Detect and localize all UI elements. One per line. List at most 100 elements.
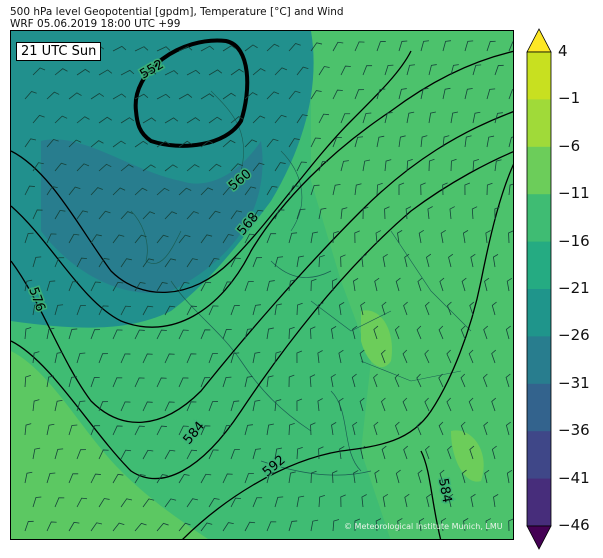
wind-barb xyxy=(381,301,387,316)
colorbar-tick-label: −6 xyxy=(558,136,581,155)
wind-barb xyxy=(296,255,304,268)
wind-barb xyxy=(222,376,232,388)
wind-barb xyxy=(296,446,303,460)
colorbar-segment xyxy=(527,194,551,243)
wind-barb xyxy=(32,399,40,412)
wind-barb xyxy=(120,401,131,412)
wind-barb xyxy=(486,135,495,148)
wind-barb xyxy=(403,301,408,316)
wind-barb xyxy=(330,373,336,388)
contour-label: 584 xyxy=(435,477,454,504)
wind-barb xyxy=(468,349,474,364)
wind-barb xyxy=(76,305,86,316)
wind-barb xyxy=(120,305,132,316)
wind-barb xyxy=(252,162,265,172)
wind-barb xyxy=(142,401,153,412)
wind-barb xyxy=(442,135,450,148)
wind-barb xyxy=(230,352,240,364)
wind-barb xyxy=(338,349,344,364)
wind-barb xyxy=(506,469,513,484)
wind-barb xyxy=(449,206,455,220)
wind-barb xyxy=(494,159,502,172)
wind-barb xyxy=(508,518,513,532)
wind-barb xyxy=(112,522,125,532)
wind-barb xyxy=(266,280,275,292)
wind-barb xyxy=(32,162,44,172)
wind-barb xyxy=(339,446,345,460)
wind-barb xyxy=(222,473,233,484)
wind-barb xyxy=(222,186,235,196)
wind-barb xyxy=(54,351,63,364)
wind-barb xyxy=(438,325,444,340)
wind-barb xyxy=(417,277,423,292)
wind-barb xyxy=(90,187,103,196)
wind-barb xyxy=(354,136,364,148)
wind-barb xyxy=(420,182,426,196)
wind-barb xyxy=(266,138,279,148)
wind-barb xyxy=(361,494,367,508)
wind-barb xyxy=(274,67,288,76)
wind-barb xyxy=(332,89,343,100)
wind-barb xyxy=(403,445,408,460)
wind-barb xyxy=(405,206,412,220)
wind-barb xyxy=(494,206,500,220)
wind-barb xyxy=(222,139,236,148)
wind-barb xyxy=(76,163,90,172)
wind-barb xyxy=(120,258,132,268)
wind-barb xyxy=(252,304,261,316)
wind-barb xyxy=(406,158,413,172)
wind-barb xyxy=(296,350,303,364)
wind-barb xyxy=(46,472,56,484)
wind-barb xyxy=(373,373,378,388)
map-canvas: 552 560 568 576 584 592 584 xyxy=(11,31,513,539)
colorbar-tick-label: −41 xyxy=(558,468,590,487)
wind-barb xyxy=(46,423,55,436)
wind-barb xyxy=(230,305,240,316)
wind-barb xyxy=(310,90,322,100)
wind-barb xyxy=(472,64,482,76)
wind-barb xyxy=(24,327,32,340)
wind-barb xyxy=(394,373,400,388)
wind-barb xyxy=(288,374,295,388)
wind-barb xyxy=(90,234,102,244)
wind-barb xyxy=(288,520,298,532)
wind-barb xyxy=(398,135,406,148)
wind-barb xyxy=(208,257,220,268)
wind-barb xyxy=(450,158,457,172)
wind-barb xyxy=(310,278,317,292)
colorbar-segment xyxy=(527,336,551,385)
wind-barb xyxy=(310,231,319,244)
wind-barb xyxy=(339,302,345,316)
wind-barb xyxy=(340,494,346,508)
wind-barb xyxy=(446,397,452,412)
wind-barb xyxy=(274,162,286,172)
wind-barb xyxy=(354,230,360,244)
wind-barb xyxy=(68,521,80,532)
wind-barb xyxy=(222,45,237,52)
wind-barb xyxy=(310,184,320,196)
wind-barb xyxy=(318,113,330,124)
wind-barb xyxy=(288,185,299,196)
wind-barb xyxy=(460,325,466,340)
wind-barb xyxy=(252,351,261,364)
wind-barb xyxy=(178,329,189,340)
wind-barb xyxy=(186,449,198,460)
wind-barb xyxy=(354,41,365,52)
wind-barb xyxy=(24,90,37,100)
wind-barb xyxy=(274,114,287,124)
wind-barb xyxy=(397,518,403,532)
colorbar-segment xyxy=(527,52,551,100)
wind-barb xyxy=(332,183,341,196)
wind-barb xyxy=(384,64,394,76)
wind-barb xyxy=(331,326,337,340)
colorbar-segment xyxy=(527,431,551,480)
wind-barb xyxy=(156,140,170,148)
wind-barb xyxy=(244,376,253,388)
wind-barb xyxy=(76,449,86,460)
wind-barb xyxy=(54,399,63,412)
wind-barb xyxy=(178,234,191,244)
wind-barb xyxy=(252,209,264,220)
wind-barb xyxy=(164,401,175,412)
wind-barb xyxy=(142,117,157,124)
wind-barb xyxy=(266,521,277,532)
